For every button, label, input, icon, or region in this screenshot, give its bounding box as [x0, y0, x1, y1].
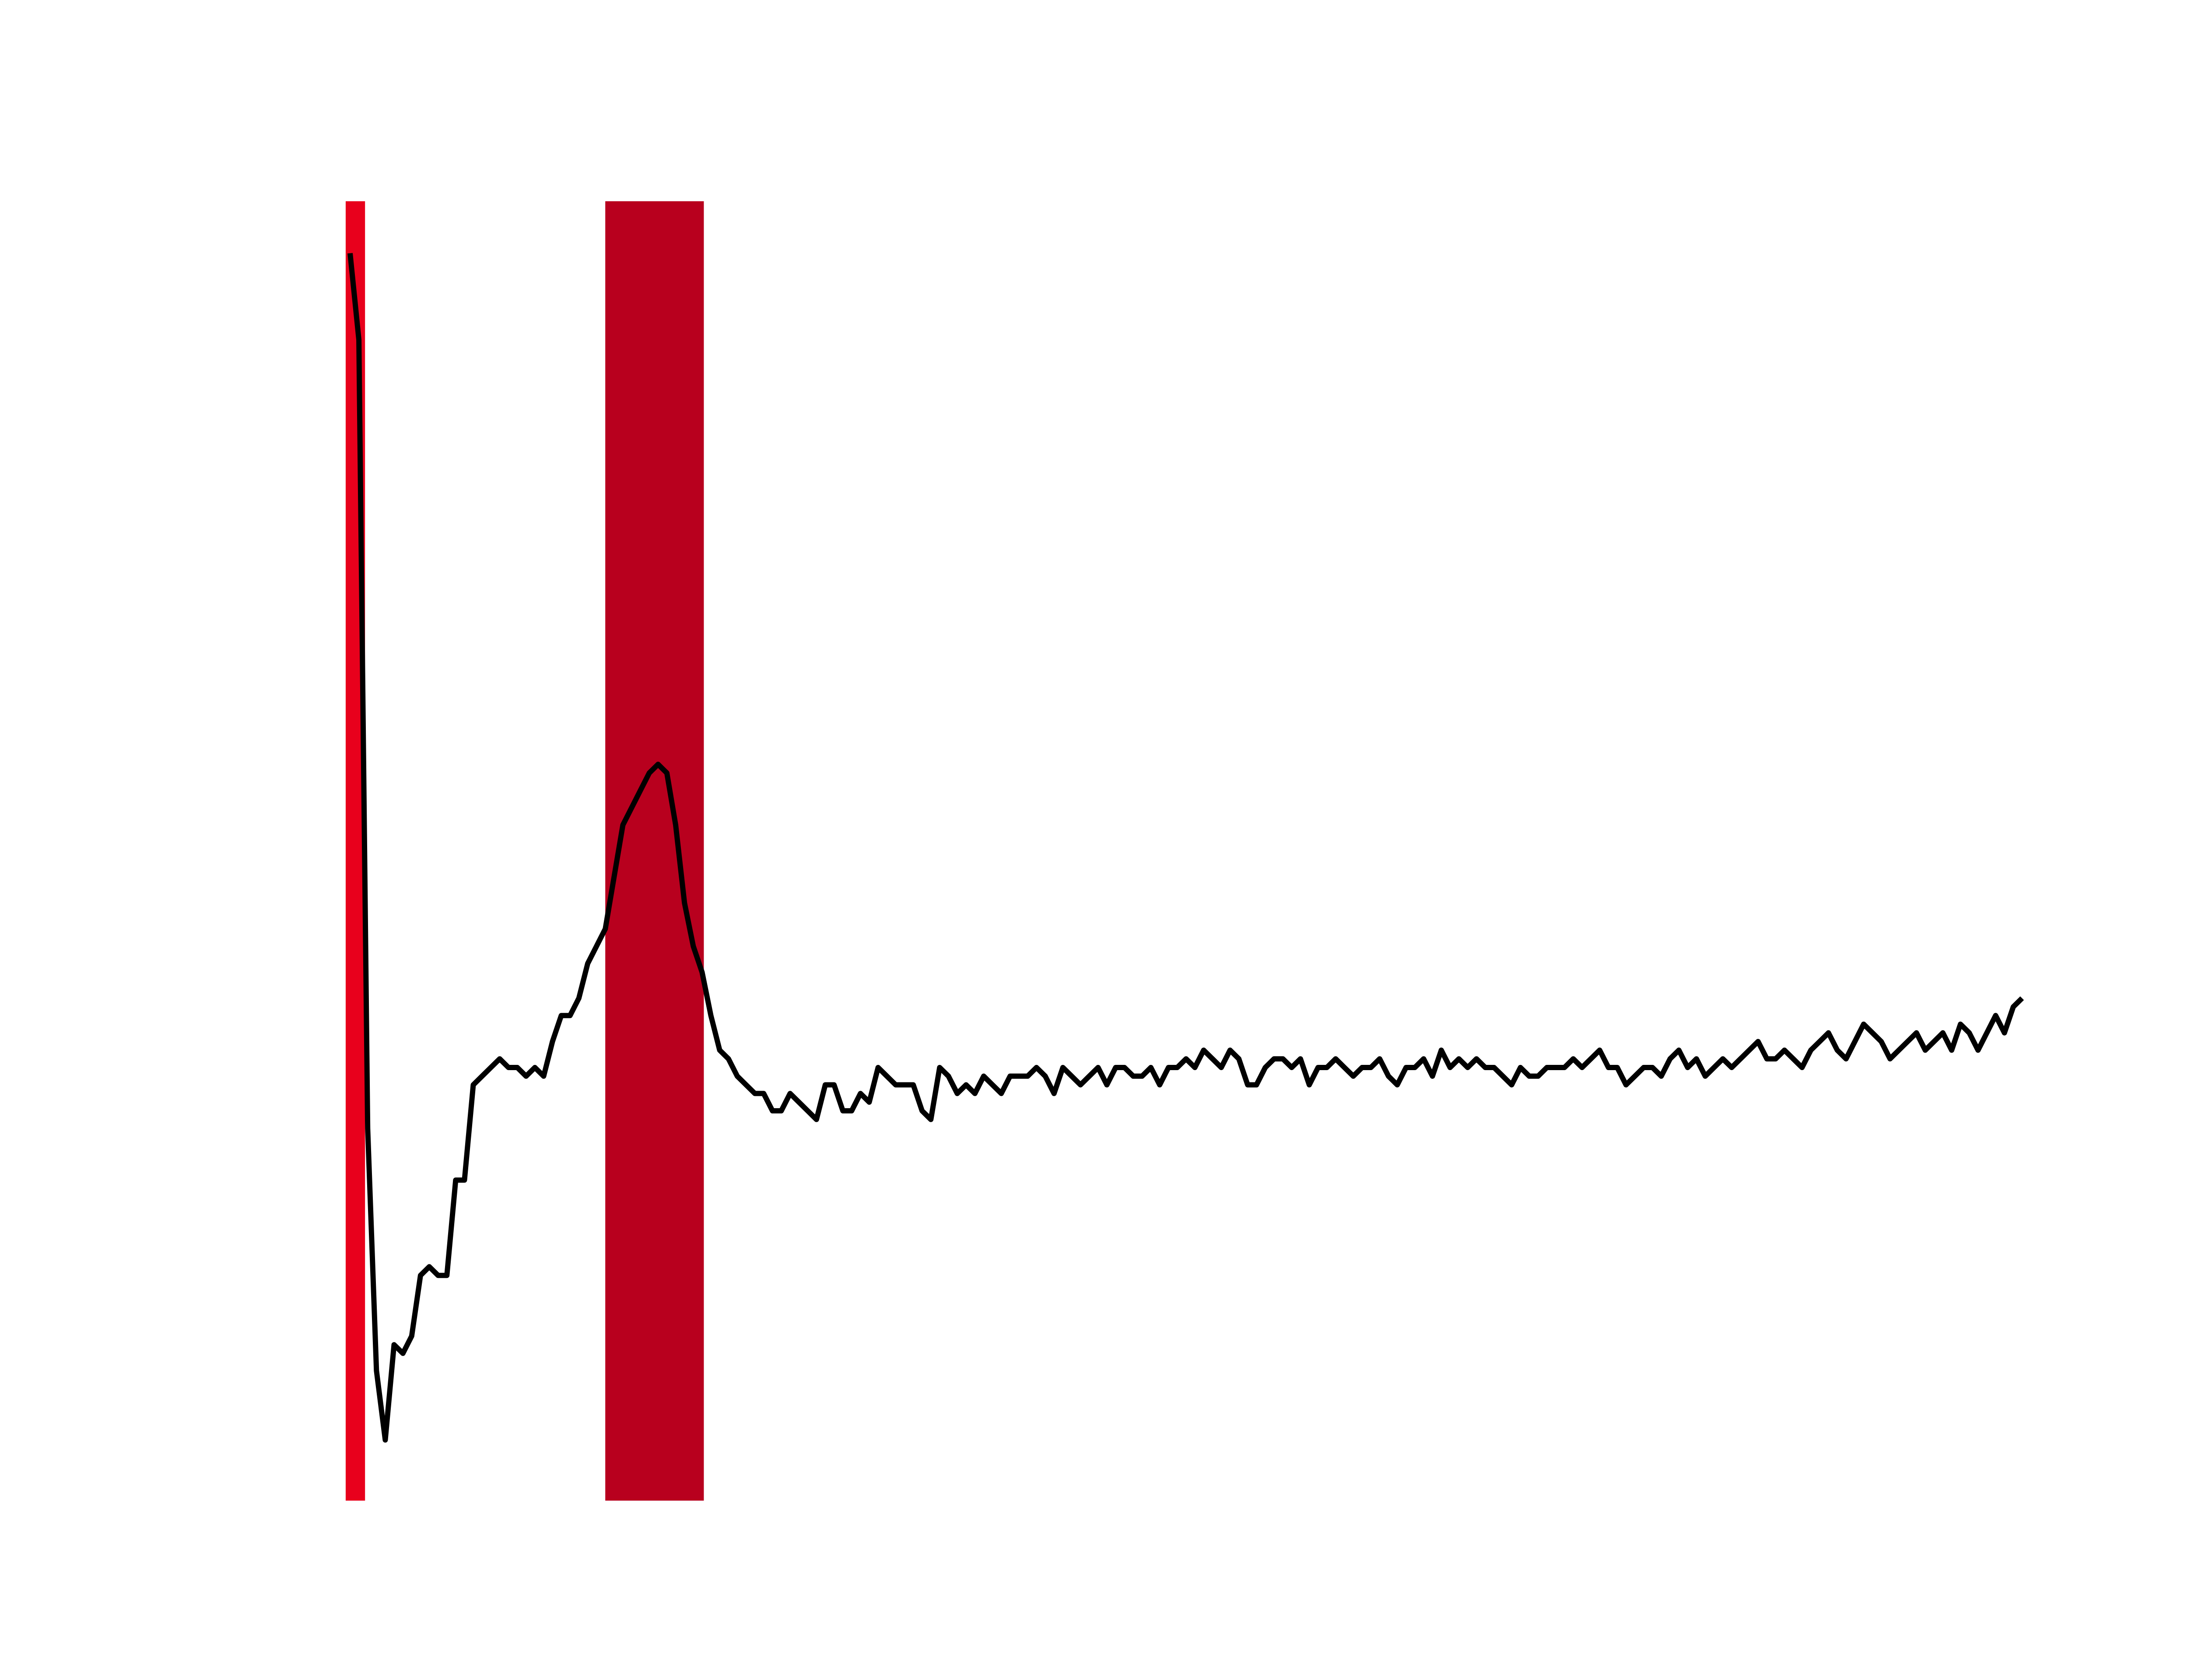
series-group — [347, 253, 2024, 1443]
highlight-regions — [345, 201, 704, 1501]
highlight-region-2 — [605, 201, 704, 1501]
series-line-1 — [347, 253, 2024, 1443]
